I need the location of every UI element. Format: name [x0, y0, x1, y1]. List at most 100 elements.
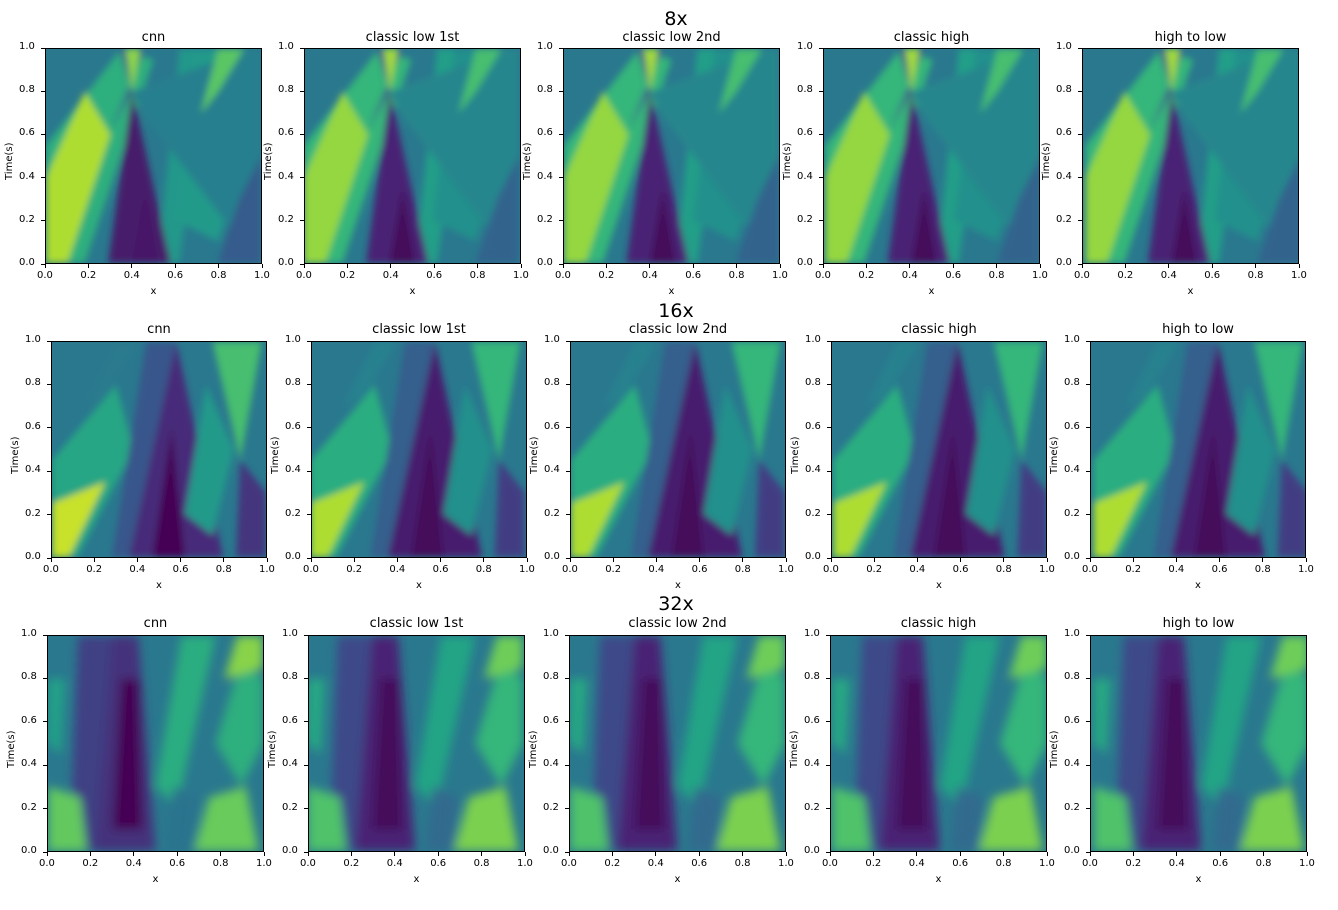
heatmap-region: [471, 342, 521, 461]
y-tick: [307, 470, 311, 472]
x-axis-label: x: [1187, 286, 1194, 297]
y-tick: [559, 90, 563, 92]
y-tick-label: 0.6: [1064, 420, 1080, 432]
y-tick-label: 0.8: [543, 671, 559, 683]
x-tick: [89, 852, 91, 856]
x-tick-label: 0.0: [43, 564, 59, 575]
x-tick: [1003, 558, 1005, 562]
y-tick-label: 0.2: [282, 801, 298, 813]
heatmap-region: [904, 49, 920, 92]
heatmap-region: [224, 636, 263, 679]
x-tick-label: 0.0: [561, 858, 577, 869]
y-tick: [1086, 340, 1090, 342]
heatmap-region: [48, 786, 87, 851]
y-tick-label: 0.8: [21, 671, 37, 683]
y-tick-label: 0.8: [282, 671, 298, 683]
heatmap-region: [215, 657, 263, 787]
y-tick-label: 0.6: [1064, 714, 1080, 726]
y-tick: [300, 47, 304, 49]
y-tick-label: 0.4: [25, 464, 41, 476]
y-tick-label: 0.4: [544, 464, 560, 476]
heatmap-region: [1093, 679, 1111, 755]
x-tick-label: 0.2: [82, 858, 99, 869]
x-tick-label: 0.0: [823, 564, 839, 575]
x-tick-label: 0.8: [469, 270, 486, 281]
y-tick-label: 1.0: [282, 628, 298, 639]
y-tick: [47, 427, 51, 429]
panel-title: classic high: [901, 322, 977, 337]
y-tick: [300, 133, 304, 135]
y-tick-label: 0.6: [805, 420, 821, 432]
heatmap-region: [703, 385, 753, 536]
y-tick-label: 0.2: [278, 213, 294, 225]
heatmap-region: [1226, 385, 1276, 536]
heatmap-region: [453, 786, 519, 851]
x-tick: [526, 558, 528, 562]
x-tick-label: 1.0: [256, 858, 272, 869]
y-tick-label: 0.6: [278, 127, 294, 139]
heatmap-region: [236, 460, 266, 557]
heatmap-svg: [46, 49, 261, 263]
heatmap-field: [1085, 49, 1298, 263]
y-tick: [559, 133, 563, 135]
heatmap-region: [1147, 91, 1211, 263]
x-tick-label: 0.4: [647, 858, 664, 869]
x-tick: [655, 852, 657, 856]
y-tick: [1086, 427, 1090, 429]
heatmap-region: [939, 636, 1000, 808]
heatmap-region: [443, 385, 493, 536]
y-tick: [304, 851, 308, 853]
x-tick: [1175, 558, 1177, 562]
heatmap-region: [626, 91, 689, 263]
y-tick-label: 0.0: [1056, 257, 1072, 268]
x-tick-label: 0.0: [296, 270, 312, 281]
heatmap-panel: [1082, 48, 1299, 264]
x-axis-label: x: [409, 286, 416, 297]
heatmap-region: [688, 786, 721, 851]
heatmap-region: [84, 342, 138, 407]
y-tick: [1078, 177, 1082, 179]
heatmap-region: [832, 786, 871, 851]
x-tick: [960, 558, 962, 562]
heatmap-field: [825, 49, 1039, 263]
y-tick: [1086, 470, 1090, 472]
y-tick: [827, 383, 831, 385]
heatmap-region: [309, 679, 325, 755]
heatmap-region: [1239, 786, 1305, 851]
panel-title: classic low 1st: [369, 616, 464, 631]
heatmap-panel: [1090, 341, 1306, 558]
heatmap-region: [475, 657, 523, 787]
y-tick: [300, 263, 304, 265]
x-tick: [131, 264, 133, 268]
heatmap-region: [911, 188, 938, 263]
y-axis-label: Time(s): [1041, 142, 1052, 181]
heatmap-region: [634, 679, 665, 830]
y-tick: [1078, 263, 1082, 265]
x-tick: [1305, 558, 1307, 562]
heatmap-region: [1158, 679, 1189, 830]
x-tick-label: 0.6: [169, 858, 186, 869]
panel-title: cnn: [147, 322, 171, 337]
heatmap-region: [716, 786, 781, 851]
x-tick-label: 0.4: [901, 270, 918, 281]
x-tick: [1263, 852, 1265, 856]
heatmap-region: [630, 342, 696, 557]
y-tick: [826, 808, 830, 810]
y-tick: [307, 383, 311, 385]
y-tick: [566, 470, 570, 472]
x-tick-label: 0.2: [1125, 564, 1142, 575]
x-tick: [612, 558, 614, 562]
heatmap-region: [372, 679, 403, 830]
y-tick: [559, 263, 563, 265]
heatmap-region: [603, 342, 657, 407]
x-axis-label: x: [150, 286, 157, 297]
y-tick: [304, 677, 308, 679]
x-tick-label: 0.6: [432, 564, 449, 575]
x-tick-label: 0.6: [691, 564, 708, 575]
y-tick-label: 0.4: [804, 758, 820, 770]
heatmap-region: [1254, 342, 1304, 461]
y-tick: [827, 340, 831, 342]
y-tick: [819, 133, 823, 135]
x-tick-label: 1.0: [254, 270, 270, 281]
x-tick: [50, 558, 52, 562]
